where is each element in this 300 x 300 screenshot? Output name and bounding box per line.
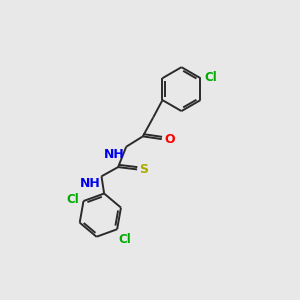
Text: Cl: Cl xyxy=(118,233,131,246)
Text: NH: NH xyxy=(80,178,100,190)
Text: S: S xyxy=(140,163,148,176)
Text: Cl: Cl xyxy=(205,70,218,83)
Text: O: O xyxy=(164,133,175,146)
Text: Cl: Cl xyxy=(67,194,80,206)
Text: NH: NH xyxy=(104,148,125,161)
